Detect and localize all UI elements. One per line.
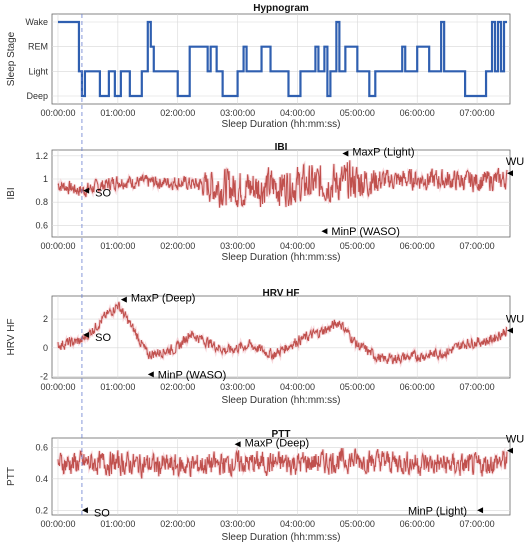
x-tick-label: 07:00:00 <box>460 519 495 529</box>
y-tick-label: REM <box>28 42 48 52</box>
annotation-arrow <box>81 507 88 514</box>
x-tick-label: 03:00:00 <box>220 241 255 251</box>
panel-ibi: 00:00:00 01:00:00 02:00:00 03:00:00 04:00:00… <box>6 142 524 263</box>
y-tick-label: 0 <box>43 343 48 353</box>
x-tick-label: 04:00:00 <box>280 519 315 529</box>
x-tick-label: 00:00:00 <box>40 108 75 118</box>
x-tick-label: 02:00:00 <box>160 382 195 392</box>
x-tick-label: 02:00:00 <box>160 108 195 118</box>
plot-area <box>51 295 511 379</box>
x-tick-label: 07:00:00 <box>460 241 495 251</box>
annotation-label: SO <box>95 332 111 344</box>
x-tick-label: 01:00:00 <box>100 108 135 118</box>
x-tick-label: 06:00:00 <box>400 241 435 251</box>
y-axis-label: PTT <box>6 467 17 486</box>
x-tick-label: 07:00:00 <box>460 382 495 392</box>
x-tick-label: 06:00:00 <box>400 108 435 118</box>
x-axis-label: Sleep Duration (hh:mm:ss) <box>222 532 341 543</box>
x-tick-label: 07:00:00 <box>460 108 495 118</box>
annotation-arrow <box>83 331 90 338</box>
y-tick-label: 0.8 <box>35 197 48 207</box>
y-tick-label: 2 <box>43 314 48 324</box>
y-tick-label: Wake <box>25 17 48 27</box>
annotation-arrow <box>234 441 241 448</box>
signal-line <box>57 301 508 365</box>
chart-title: IBI <box>275 142 288 153</box>
x-tick-label: 05:00:00 <box>340 382 375 392</box>
x-tick-label: 05:00:00 <box>340 108 375 118</box>
hypnogram-line <box>57 20 508 98</box>
y-tick-label: 0.6 <box>35 442 48 452</box>
x-tick-label: 06:00:00 <box>400 382 435 392</box>
annotation-label: MaxP (Light) <box>352 146 414 158</box>
x-tick-label: 03:00:00 <box>220 519 255 529</box>
annotation-label: SO <box>94 507 110 519</box>
panel-hypnogram: 00:00:00 01:00:00 02:00:00 03:00:00 04:00:00… <box>6 3 511 130</box>
x-tick-label: 05:00:00 <box>340 241 375 251</box>
annotation-arrow <box>507 447 514 454</box>
annotation-arrow <box>321 228 328 235</box>
y-tick-label: 0.2 <box>35 505 48 515</box>
y-axis-label: Sleep Stage <box>6 31 17 86</box>
x-tick-label: 04:00:00 <box>280 382 315 392</box>
annotation-arrow <box>120 296 127 303</box>
x-tick-label: 01:00:00 <box>100 241 135 251</box>
annotation-label: MaxP (Deep) <box>245 437 310 449</box>
x-tick-label: 01:00:00 <box>100 382 135 392</box>
chart-title: HRV HF <box>262 288 299 299</box>
y-tick-label: 1.2 <box>35 151 48 161</box>
x-axis-label: Sleep Duration (hh:mm:ss) <box>222 252 341 263</box>
annotation-arrow <box>507 327 514 334</box>
annotation-arrow <box>147 371 154 378</box>
x-tick-label: 04:00:00 <box>280 241 315 251</box>
y-tick-label: 1 <box>43 174 48 184</box>
x-tick-label: 04:00:00 <box>280 108 315 118</box>
y-tick-label: Light <box>28 66 48 76</box>
x-tick-label: 00:00:00 <box>40 519 75 529</box>
x-tick-label: 00:00:00 <box>40 382 75 392</box>
chart-title: Hypnogram <box>253 3 309 14</box>
x-tick-label: 06:00:00 <box>400 519 435 529</box>
plot-area <box>51 13 511 105</box>
annotation-arrow <box>477 507 484 514</box>
annotation-label: WU <box>506 156 524 168</box>
annotation-arrow <box>83 187 90 194</box>
y-tick-label: Deep <box>26 91 48 101</box>
x-tick-label: 02:00:00 <box>160 241 195 251</box>
y-tick-label: -2 <box>40 372 48 382</box>
panel-ptt: 00:00:00 01:00:00 02:00:00 03:00:00 04:00:00… <box>6 429 524 543</box>
annotation-label: WU <box>506 434 524 446</box>
signal-line <box>57 160 508 208</box>
annotation-label: WU <box>506 314 524 326</box>
y-tick-label: 0.4 <box>35 474 48 484</box>
x-axis-label: Sleep Duration (hh:mm:ss) <box>222 395 341 406</box>
x-tick-label: 02:00:00 <box>160 519 195 529</box>
y-axis-label: IBI <box>6 187 17 199</box>
x-tick-label: 03:00:00 <box>220 108 255 118</box>
annotation-label: MinP (WASO) <box>331 226 399 238</box>
y-axis-label: HRV HF <box>6 318 17 355</box>
signal-line <box>57 448 508 479</box>
annotation-arrow <box>342 150 349 157</box>
x-axis-label: Sleep Duration (hh:mm:ss) <box>222 119 341 130</box>
annotation-label: MinP (Light) <box>408 505 467 517</box>
x-tick-label: 00:00:00 <box>40 241 75 251</box>
panel-hrv-hf: 00:00:00 01:00:00 02:00:00 03:00:00 04:00:00… <box>6 288 524 406</box>
x-tick-label: 03:00:00 <box>220 382 255 392</box>
annotation-label: MinP (WASO) <box>158 369 226 381</box>
y-tick-label: 0.6 <box>35 220 48 230</box>
annotation-label: SO <box>95 188 111 200</box>
chart-title: PTT <box>272 429 291 440</box>
annotation-arrow <box>507 170 514 177</box>
plot-area <box>51 437 511 516</box>
x-tick-label: 01:00:00 <box>100 519 135 529</box>
x-tick-label: 05:00:00 <box>340 519 375 529</box>
annotation-label: MaxP (Deep) <box>131 293 196 305</box>
